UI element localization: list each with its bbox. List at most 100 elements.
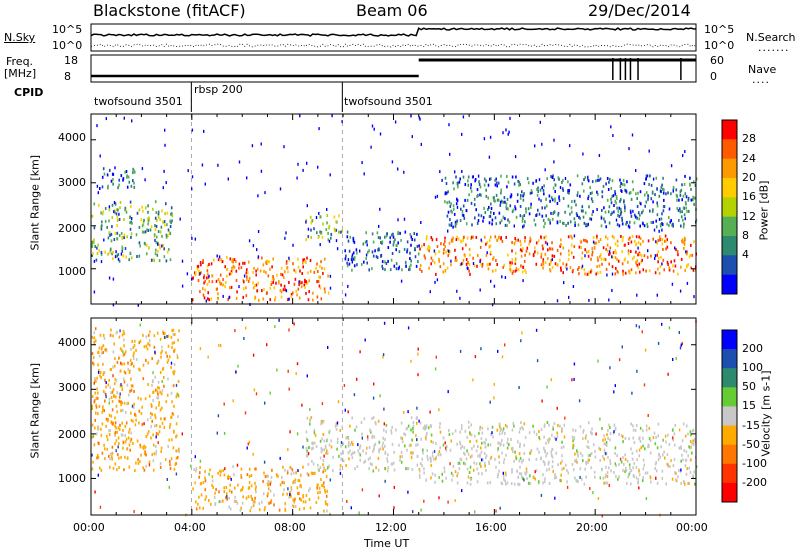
velocity-echo-cell — [262, 492, 265, 496]
power-echo-cell — [109, 248, 112, 252]
power-echo-cell — [636, 263, 639, 267]
power-echo-cell — [529, 236, 531, 240]
velocity-echo-cell — [293, 500, 296, 504]
power-echo-cell — [557, 211, 560, 215]
power-echo-cell — [93, 238, 95, 242]
velocity-echo-cell — [177, 393, 179, 397]
power-echo-cell — [359, 249, 361, 253]
velocity-echo-cell — [245, 496, 248, 500]
velocity-echo-cell — [155, 406, 158, 410]
noise-traces — [90, 27, 697, 48]
power-echo-cell — [644, 204, 646, 208]
velocity-echo-cell — [654, 442, 657, 446]
power-echo-cell — [508, 130, 510, 134]
velocity-echo-cell — [177, 415, 179, 419]
power-echo-cell — [403, 170, 405, 174]
power-echo-cell — [479, 260, 481, 264]
power-echo-cell — [505, 205, 507, 209]
power-echo-cell — [135, 233, 138, 237]
power-echo-cell — [302, 261, 304, 265]
velocity-echo-cell — [118, 466, 120, 469]
velocity-echo-cell — [150, 425, 152, 429]
velocity-echo-cell — [447, 390, 449, 394]
velocity-echo-cell — [324, 488, 326, 492]
power-echo-cell — [162, 243, 164, 247]
velocity-echo-cell — [628, 472, 630, 476]
velocity-echo-cell — [343, 384, 346, 387]
velocity-colorbar-label: Velocity [m s-1] — [759, 370, 773, 457]
power-echo-cell — [512, 208, 515, 212]
velocity-echo-cell — [400, 436, 402, 440]
velocity-echo-cell — [674, 424, 677, 427]
power-echo-cell — [384, 260, 386, 264]
power-echo-cell — [415, 264, 418, 268]
power-echo-cell — [400, 279, 403, 283]
velocity-echo-cell — [312, 446, 314, 450]
power-echo-cell — [509, 204, 512, 208]
power-echo-cell — [633, 255, 635, 259]
power-echo-cell — [515, 251, 517, 255]
power-echo-cell — [331, 114, 333, 118]
power-echo-cell — [115, 212, 118, 216]
power-echo-cell — [578, 215, 580, 219]
velocity-echo-cell — [603, 451, 606, 455]
power-echo-cell — [329, 286, 332, 290]
velocity-echo-cell — [178, 450, 180, 453]
velocity-echo-cell — [442, 443, 445, 447]
power-echo-cell — [630, 268, 633, 272]
power-echo-cell — [506, 175, 508, 178]
velocity-echo-cell — [605, 473, 607, 477]
velocity-echo-cell — [410, 428, 412, 432]
velocity-echo-cell — [618, 475, 620, 479]
velocity-echo-cell — [603, 457, 605, 461]
velocity-echo-cell — [282, 465, 284, 469]
velocity-echo-cell — [119, 347, 122, 351]
velocity-echo-cell — [147, 430, 150, 434]
velocity-echo-cell — [406, 426, 408, 430]
power-echo-cell — [473, 197, 476, 201]
power-echo-cell — [686, 264, 688, 268]
velocity-echo-cell — [404, 444, 406, 448]
velocity-echo-cell — [623, 462, 625, 466]
power-echo-cell — [165, 202, 167, 206]
velocity-echo-cell — [144, 397, 147, 401]
velocity-echo-cell — [617, 477, 619, 481]
velocity-echo-cell — [118, 395, 121, 399]
power-colorbar-tick-label: 8 — [742, 229, 749, 242]
vel-ytick-1000: 1000 — [58, 472, 86, 485]
velocity-echo-cell — [98, 346, 101, 350]
power-echo-cell — [509, 116, 511, 120]
power-echo-cell — [668, 268, 671, 272]
power-echo-cell — [191, 236, 193, 240]
velocity-echo-cell — [110, 420, 112, 424]
power-echo-cell — [588, 271, 590, 275]
velocity-echo-cell — [694, 440, 696, 444]
velocity-echo-cell — [374, 442, 377, 446]
power-echo-cell — [642, 209, 644, 213]
velocity-echo-cell — [579, 475, 581, 479]
velocity-echo-cell — [167, 445, 169, 448]
power-echo-cell — [324, 257, 326, 261]
velocity-echo-cell — [92, 460, 94, 464]
power-echo-cell — [543, 192, 545, 196]
power-echo-cell — [514, 261, 517, 265]
xtick-0400: 04:00 — [174, 521, 206, 534]
velocity-echo-cell — [244, 411, 247, 415]
velocity-echo-cell — [459, 442, 462, 446]
power-echo-cell — [686, 281, 689, 285]
velocity-echo-cell — [113, 382, 116, 386]
power-echo-cell — [351, 268, 353, 272]
velocity-echo-cell — [559, 424, 561, 428]
velocity-echo-cell — [505, 473, 507, 477]
power-echo-cell — [577, 268, 579, 271]
power-echo-cell — [569, 266, 572, 270]
power-echo-cell — [392, 243, 395, 247]
velocity-colorbar-tick-label: -50 — [742, 438, 760, 451]
power-echo-cell — [93, 290, 96, 294]
velocity-echo-cell — [377, 468, 380, 472]
velocity-echo-cell — [161, 345, 163, 349]
power-echo-cell — [305, 280, 307, 284]
power-echo-cell — [163, 220, 166, 224]
velocity-echo-cell — [523, 452, 526, 455]
